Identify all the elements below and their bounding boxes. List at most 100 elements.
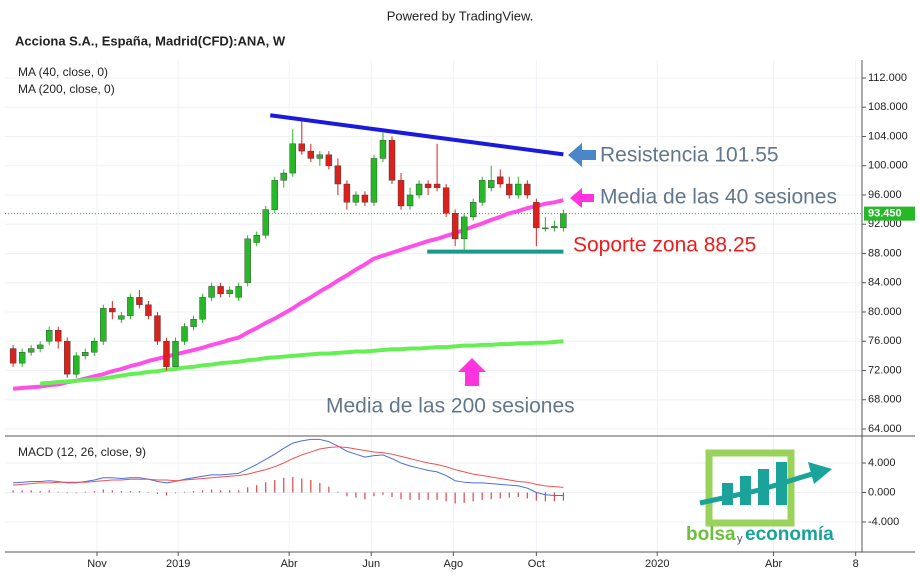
- candle-body: [82, 352, 89, 357]
- histogram-bar: [48, 490, 50, 493]
- grid-layer: [5, 60, 862, 552]
- candle-body: [415, 183, 423, 196]
- histogram-bar: [454, 492, 456, 504]
- y-tick-label: 64.000: [868, 423, 902, 435]
- y-tick-label: 88.000: [868, 247, 902, 259]
- candle-body: [469, 202, 477, 218]
- histogram-bar: [382, 492, 384, 495]
- candle-body: [524, 183, 531, 196]
- candle-body: [316, 154, 324, 159]
- histogram-bar: [490, 492, 492, 500]
- histogram-bar: [472, 492, 474, 502]
- histogram-bar: [463, 492, 465, 503]
- candle-body: [325, 154, 333, 166]
- candle-body: [515, 183, 522, 196]
- histogram-bar: [21, 490, 23, 493]
- histogram-bar: [138, 491, 141, 493]
- logo-part2: y: [737, 533, 743, 545]
- histogram-bar: [174, 492, 177, 494]
- histogram-bar: [66, 492, 68, 494]
- candle-body: [235, 286, 242, 298]
- y-tick-label: -4.000: [868, 516, 899, 528]
- candle-body: [226, 289, 233, 294]
- candle-body: [289, 143, 296, 174]
- histogram-bar: [156, 492, 159, 494]
- histogram-bar: [364, 492, 366, 500]
- histogram-bar: [57, 491, 59, 493]
- y-tick-label: 84.000: [868, 277, 902, 289]
- candle-body: [46, 330, 53, 342]
- candle-body: [406, 194, 414, 207]
- y-tick-label: 76.000: [868, 335, 902, 347]
- histogram-bar: [544, 492, 546, 502]
- candle-body: [18, 352, 26, 364]
- candle-body: [379, 139, 387, 159]
- histogram-bar: [328, 486, 330, 493]
- candle-body: [9, 348, 17, 364]
- histogram-bar: [526, 492, 528, 499]
- symbol-title: Acciona S.A., España, Madrid(CFD):ANA, W: [15, 33, 286, 48]
- candle-body: [199, 297, 206, 320]
- histogram-bar: [346, 492, 348, 497]
- y-tick-label: 92.000: [868, 218, 902, 230]
- candle-body: [109, 308, 116, 313]
- histogram-bar: [283, 477, 285, 493]
- histogram-bar: [274, 479, 276, 493]
- histogram-bar: [427, 492, 429, 500]
- candle-body: [397, 180, 405, 207]
- histogram-bar: [93, 491, 95, 493]
- candle-body: [253, 235, 260, 243]
- candle-body: [442, 187, 450, 214]
- candle-body: [433, 183, 441, 188]
- powered-by: Powered by TradingView.: [387, 8, 533, 23]
- candle-body: [506, 183, 513, 196]
- histogram-bar: [84, 491, 86, 493]
- histogram-bar: [553, 492, 555, 502]
- candle-body: [388, 139, 396, 181]
- last-price-label: 93.450: [868, 208, 902, 220]
- histogram-bar: [310, 479, 312, 493]
- histogram-bar: [220, 490, 222, 493]
- histogram-bar: [418, 492, 420, 500]
- histogram-bar: [120, 491, 122, 493]
- histogram-bar: [499, 492, 501, 499]
- candle-body: [497, 176, 504, 185]
- y-tick-label: 96.000: [868, 189, 902, 201]
- histogram-bar: [229, 490, 231, 493]
- x-tick-label: 2020: [645, 558, 669, 570]
- x-tick-label: Oct: [528, 558, 545, 570]
- candle-body: [488, 180, 495, 188]
- histogram-bar: [265, 482, 267, 493]
- arrow-resistance: [568, 143, 596, 167]
- x-tick-label: 2019: [166, 558, 190, 570]
- histogram-bar: [445, 492, 447, 502]
- histogram-bar: [337, 491, 339, 493]
- y-tick-label: 104.000: [868, 130, 908, 142]
- arrow-ma40: [570, 188, 594, 208]
- candle-body: [27, 348, 35, 353]
- candle-body: [55, 330, 62, 342]
- x-tick-label: Abr: [765, 558, 782, 570]
- candle-body: [91, 341, 98, 353]
- histogram-bar: [301, 478, 303, 493]
- histogram-bar: [373, 492, 375, 497]
- logo-graphic: [699, 449, 832, 527]
- histogram-bar: [517, 492, 519, 497]
- candle-body: [100, 308, 107, 342]
- annotation-text: Media de las 200 sesiones: [326, 395, 575, 418]
- histogram-bar: [201, 490, 204, 493]
- histogram-bar: [30, 490, 32, 493]
- trend-line: [269, 113, 564, 157]
- histogram-bar: [391, 492, 393, 497]
- histogram-bar: [319, 482, 321, 493]
- candle-body: [424, 183, 432, 188]
- x-tick-label: 8: [853, 558, 859, 570]
- histogram-bar: [147, 492, 150, 494]
- histogram-bar: [535, 492, 537, 501]
- annotation-text: Media de las 40 sesiones: [600, 186, 837, 209]
- candle-body: [343, 183, 351, 203]
- candle-body: [154, 315, 161, 342]
- histogram-bar: [256, 485, 258, 493]
- histogram-bar: [210, 489, 213, 493]
